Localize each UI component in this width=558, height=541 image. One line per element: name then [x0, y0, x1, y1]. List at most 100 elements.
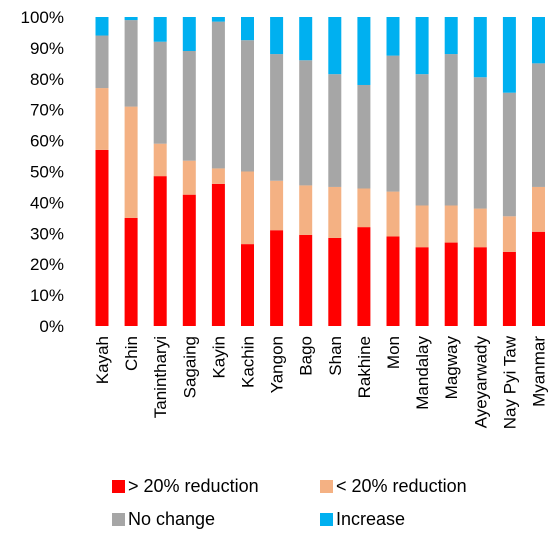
bar-segment — [473, 77, 487, 209]
legend-label: < 20% reduction — [336, 476, 467, 496]
bar-segment — [124, 20, 138, 107]
x-tick-label: Sagaing — [180, 336, 199, 398]
y-tick-label: 0% — [39, 317, 64, 336]
bar-segment — [357, 188, 371, 228]
x-tick-label: Myanmar — [530, 336, 549, 407]
legend: > 20% reduction < 20% reduction No change I… — [112, 476, 467, 529]
bar-segment — [299, 17, 313, 61]
x-tick-label: Chin — [122, 336, 141, 371]
x-tick-label: Kachin — [239, 336, 258, 388]
bar-segment — [124, 106, 138, 218]
bar-segment — [270, 180, 284, 231]
x-axis: Kayah Chin Tanintharyi Sagaing Kayin Kachin Ya… — [93, 335, 549, 429]
bar-segment — [153, 41, 167, 144]
bar-segment — [502, 251, 516, 326]
bar-segment — [386, 191, 400, 237]
bar-segment — [211, 168, 225, 184]
bar-area — [95, 17, 545, 326]
bar-segment — [532, 17, 545, 64]
bar-segment — [270, 17, 284, 55]
x-tick-label: Mon — [384, 336, 403, 369]
bar-segment — [211, 17, 225, 22]
x-tick-label: Rakhine — [355, 336, 374, 398]
bar-segment — [386, 17, 400, 56]
bar-segment — [241, 17, 254, 41]
bar-segment — [328, 237, 342, 326]
bar-segment — [182, 50, 196, 161]
legend-label: Increase — [336, 509, 405, 529]
bar-segment — [299, 185, 313, 235]
y-tick-label: 90% — [30, 39, 64, 58]
y-tick-label: 30% — [30, 224, 64, 243]
legend-swatch — [112, 480, 125, 493]
bar-segment — [153, 143, 167, 177]
x-tick-label: Shan — [326, 336, 345, 376]
bar-segment — [532, 63, 545, 187]
y-tick-label: 40% — [30, 193, 64, 212]
bar-segment — [182, 17, 196, 51]
bar-segment — [95, 88, 109, 150]
bar-segment — [386, 55, 400, 192]
bar-segment — [124, 217, 138, 326]
bar-segment — [473, 17, 487, 78]
bar-segment — [415, 74, 429, 206]
x-tick-label: Mandalay — [413, 336, 432, 410]
bar-segment — [357, 84, 371, 189]
bar-segment — [502, 216, 516, 252]
y-tick-label: 60% — [30, 132, 64, 151]
y-tick-label: 70% — [30, 101, 64, 120]
bar-segment — [502, 92, 516, 217]
y-tick-label: 20% — [30, 255, 64, 274]
bar-segment — [444, 17, 458, 55]
bar-segment — [357, 17, 371, 85]
bar-segment — [299, 60, 313, 186]
bar-segment — [444, 242, 458, 326]
bar-segment — [473, 208, 487, 248]
legend-label: No change — [128, 509, 215, 529]
bar-segment — [444, 54, 458, 206]
x-tick-label: Magway — [442, 336, 461, 400]
y-tick-label: 100% — [21, 8, 64, 27]
bar-segment — [270, 230, 284, 326]
bar-segment — [211, 21, 225, 169]
bar-segment — [153, 17, 167, 42]
bar-segment — [241, 171, 254, 245]
bar-segment — [415, 17, 429, 75]
x-tick-label: Bago — [297, 336, 316, 376]
x-tick-label: Kayah — [93, 336, 112, 384]
y-tick-label: 50% — [30, 163, 64, 182]
bar-segment — [270, 54, 284, 181]
x-tick-label: Yangon — [268, 336, 287, 393]
y-axis: 0% 10% 20% 30% 40% 50% 60% 70% 80% 90% 100% — [21, 8, 64, 336]
bar-segment — [473, 247, 487, 326]
bar-segment — [357, 227, 371, 326]
bar-segment — [415, 205, 429, 248]
bar-segment — [532, 231, 545, 326]
legend-swatch — [112, 513, 125, 526]
legend-label: > 20% reduction — [128, 476, 259, 496]
legend-swatch — [320, 480, 333, 493]
bar-segment — [241, 40, 254, 172]
bar-segment — [182, 194, 196, 326]
bar-segment — [502, 17, 516, 93]
bar-segment — [211, 183, 225, 326]
bar-segment — [328, 17, 342, 75]
bar-segment — [95, 17, 109, 36]
bar-segment — [124, 17, 138, 21]
y-tick-label: 10% — [30, 286, 64, 305]
bar-segment — [182, 160, 196, 195]
bar-segment — [95, 35, 109, 89]
legend-swatch — [320, 513, 333, 526]
x-tick-label: Kayin — [209, 336, 228, 379]
bar-segment — [95, 149, 109, 326]
bar-segment — [153, 176, 167, 326]
bar-segment — [415, 247, 429, 326]
bar-segment — [328, 74, 342, 187]
bar-segment — [532, 186, 545, 232]
bar-segment — [299, 234, 313, 326]
x-tick-label: Nay Pyi Taw — [500, 335, 519, 429]
x-tick-label: Tanintharyi — [151, 336, 170, 418]
bar-segment — [386, 236, 400, 326]
bar-segment — [241, 244, 254, 326]
